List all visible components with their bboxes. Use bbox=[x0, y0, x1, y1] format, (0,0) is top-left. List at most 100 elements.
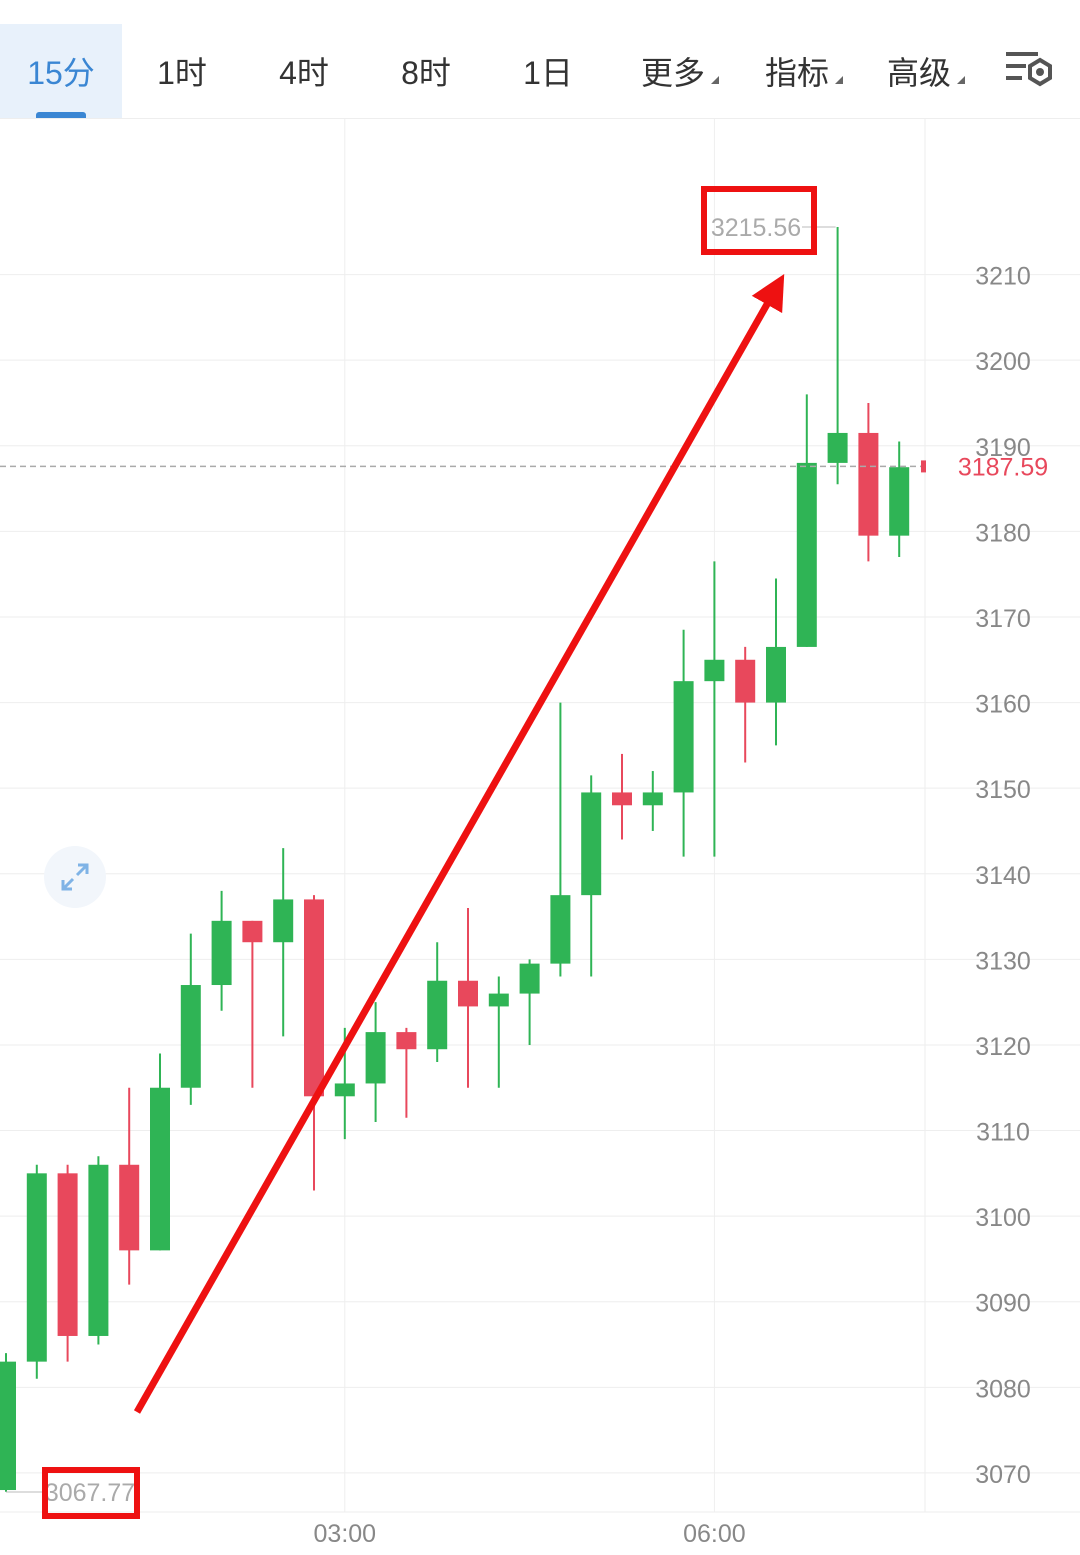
tab-advanced[interactable]: 高级 bbox=[866, 24, 986, 118]
candle-body bbox=[334, 1083, 355, 1097]
low-price-label: 3067.77 bbox=[45, 1479, 135, 1507]
candle-body bbox=[519, 963, 540, 994]
candle-body bbox=[396, 1032, 417, 1050]
candle bbox=[735, 646, 756, 763]
candle bbox=[612, 753, 632, 840]
candle-body bbox=[827, 432, 848, 463]
candle-body bbox=[889, 467, 910, 536]
dropdown-caret-icon bbox=[711, 76, 719, 84]
current-price-label: 3187.59 bbox=[958, 453, 1048, 481]
candle-body bbox=[119, 1164, 140, 1251]
candle bbox=[365, 1002, 386, 1122]
y-axis: 3070 3080 3090 3100 3110 3120 3130 3140 3150 3160… bbox=[975, 263, 1031, 1489]
y-tick-label: 3090 bbox=[975, 1290, 1031, 1318]
tab-1hour[interactable]: 1时 bbox=[122, 24, 242, 118]
candle bbox=[458, 907, 478, 1088]
grid-lines bbox=[0, 118, 1080, 1513]
candle-body bbox=[0, 1361, 16, 1491]
candle bbox=[273, 848, 294, 1037]
dropdown-caret-icon bbox=[957, 76, 965, 84]
high-price-label: 3215.56 bbox=[711, 214, 801, 242]
tab-1day[interactable]: 1日 bbox=[488, 24, 608, 118]
active-tab-indicator bbox=[36, 112, 86, 118]
candle bbox=[827, 227, 848, 485]
high-annotation-box bbox=[701, 186, 817, 255]
candle bbox=[88, 1156, 109, 1345]
candle-body bbox=[273, 899, 294, 943]
candlestick-chart[interactable]: 3070 3080 3090 3100 3110 3120 3130 3140 3150 3160… bbox=[0, 118, 1080, 1555]
tab-label: 1日 bbox=[523, 55, 573, 91]
candle-body bbox=[427, 980, 448, 1050]
y-tick-label: 3100 bbox=[975, 1204, 1031, 1232]
current-price-marker bbox=[921, 460, 926, 473]
candle-body bbox=[673, 681, 694, 793]
trend-arrow bbox=[133, 274, 785, 1414]
candle-body bbox=[211, 920, 232, 986]
candle bbox=[396, 1027, 417, 1118]
candle bbox=[766, 578, 786, 746]
candle-body bbox=[488, 993, 509, 1007]
candles bbox=[0, 227, 910, 1492]
x-tick-label: 03:00 bbox=[314, 1520, 377, 1548]
tab-8hour[interactable]: 8时 bbox=[366, 24, 486, 118]
candle-body bbox=[458, 980, 478, 1007]
y-tick-label: 3140 bbox=[975, 862, 1031, 890]
expand-icon[interactable] bbox=[44, 846, 106, 908]
candle bbox=[673, 629, 694, 857]
tab-label: 15分 bbox=[27, 55, 95, 91]
candle-body bbox=[365, 1032, 386, 1084]
candle-body bbox=[796, 462, 817, 647]
candle bbox=[242, 920, 263, 1088]
y-tick-label: 3070 bbox=[975, 1461, 1031, 1489]
tab-15min[interactable]: 15分 bbox=[0, 24, 122, 118]
candle-body bbox=[735, 659, 756, 703]
dropdown-caret-icon bbox=[835, 76, 843, 84]
annotations: 3187.59 3215.56 3067.77 bbox=[0, 186, 1048, 1519]
candle-body bbox=[642, 792, 663, 806]
tab-label: 更多 bbox=[640, 55, 705, 91]
candle bbox=[642, 771, 663, 831]
candle-body bbox=[150, 1087, 170, 1251]
y-tick-label: 3130 bbox=[975, 947, 1031, 975]
tab-label: 高级 bbox=[886, 55, 951, 91]
candle bbox=[858, 402, 879, 562]
candle-body bbox=[242, 920, 263, 943]
candle bbox=[488, 976, 509, 1088]
candle bbox=[26, 1164, 47, 1379]
candle-body bbox=[766, 646, 786, 703]
candle bbox=[796, 394, 817, 647]
y-tick-label: 3180 bbox=[975, 519, 1031, 547]
candle bbox=[550, 702, 571, 977]
candle bbox=[0, 1353, 16, 1492]
y-tick-label: 3160 bbox=[975, 691, 1031, 719]
candle-body bbox=[88, 1164, 109, 1336]
candle-body bbox=[550, 895, 571, 964]
y-tick-label: 3190 bbox=[975, 434, 1031, 462]
tab-4hour[interactable]: 4时 bbox=[244, 24, 364, 118]
candle bbox=[889, 441, 910, 558]
candle bbox=[519, 959, 540, 1045]
y-tick-label: 3210 bbox=[975, 263, 1031, 291]
candle-body bbox=[704, 659, 725, 682]
candle bbox=[119, 1087, 140, 1285]
candle bbox=[180, 933, 201, 1105]
candle bbox=[57, 1164, 78, 1362]
tab-label: 1时 bbox=[157, 55, 207, 91]
y-tick-label: 3200 bbox=[975, 348, 1031, 376]
y-tick-label: 3080 bbox=[975, 1375, 1031, 1403]
tab-indicators[interactable]: 指标 bbox=[744, 24, 864, 118]
y-tick-label: 3120 bbox=[975, 1033, 1031, 1061]
tab-label: 4时 bbox=[279, 55, 329, 91]
candle-body bbox=[26, 1173, 47, 1362]
y-tick-label: 3110 bbox=[976, 1119, 1030, 1147]
settings-icon[interactable] bbox=[1004, 48, 1054, 94]
candle bbox=[211, 890, 232, 1011]
candle bbox=[704, 561, 725, 857]
low-annotation-box bbox=[42, 1467, 140, 1519]
candle bbox=[304, 895, 324, 1191]
tab-label: 8时 bbox=[401, 55, 451, 91]
candle-body bbox=[57, 1173, 78, 1336]
candle bbox=[150, 1053, 170, 1251]
tab-more[interactable]: 更多 bbox=[620, 24, 740, 118]
candle-body bbox=[180, 985, 201, 1088]
